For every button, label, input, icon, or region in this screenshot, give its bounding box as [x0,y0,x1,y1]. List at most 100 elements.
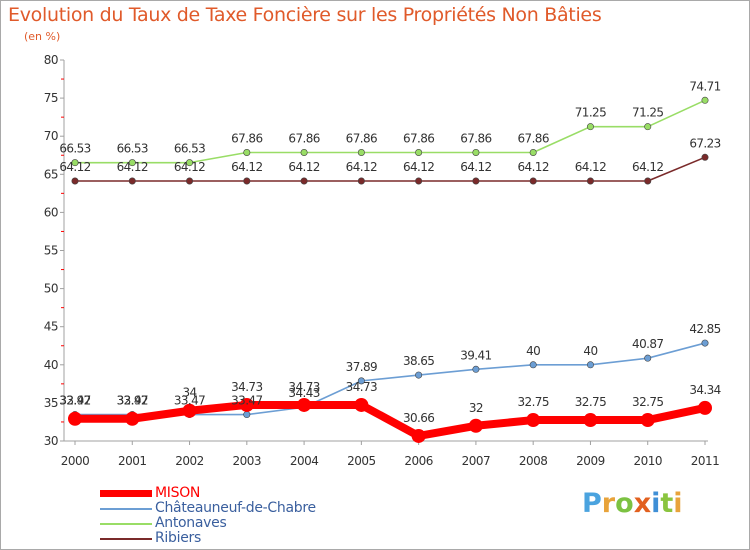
series-point-0 [68,411,82,426]
chart-title: Evolution du Taux de Taxe Foncière sur l… [8,4,602,26]
data-label: 39.41 [460,348,491,362]
data-label: 38.65 [403,354,434,368]
y-tick-label: 35 [44,396,58,410]
chart-subtitle: (en %) [24,30,61,43]
y-tick-label: 40 [44,358,58,372]
data-label: 67.86 [518,132,549,146]
legend-swatch [100,538,152,540]
data-label: 64.12 [460,160,491,174]
legend-label: Ribiers [155,530,201,546]
series-point-3 [357,177,365,185]
data-label: 64.12 [231,160,262,174]
series-point-0 [354,397,369,412]
series-point-1 [529,361,537,369]
series-point-2 [128,159,136,167]
data-label: 40.87 [632,337,663,351]
series-point-1 [415,371,423,379]
series-point-2 [644,123,652,131]
x-tick-label: 2010 [633,454,662,468]
legend-swatch [100,523,152,525]
data-label: 33.47 [59,394,90,408]
x-tick-label: 2003 [233,454,262,468]
y-tick-label: 75 [44,91,58,105]
data-label: 33.47 [231,394,262,408]
logo-letter: o [615,488,634,519]
series-line-0 [71,400,709,440]
series-point-2 [186,159,194,167]
data-label: 64.12 [288,160,319,174]
data-label: 67.86 [346,132,377,146]
data-label: 74.71 [689,79,720,93]
series-point-0 [468,418,483,433]
x-tick-label: 2006 [404,454,433,468]
logo-letter: t [660,488,674,519]
data-label: 34.73 [231,380,262,394]
y-tick-label: 30 [44,434,58,448]
logo-letter: i [673,488,683,519]
series-point-0 [583,413,598,428]
data-label: 64.12 [632,160,663,174]
series-point-2 [529,149,537,157]
series-point-1 [357,377,365,385]
series-point-3 [586,177,594,185]
series-point-0 [640,413,655,428]
series-point-3 [71,177,79,185]
series-point-1 [701,339,709,347]
y-tick-label: 80 [44,53,58,67]
data-label: 64.12 [59,160,90,174]
legend-label: Antonaves [155,515,227,531]
series-point-0 [182,403,197,418]
series-point-2 [71,159,79,167]
data-label: 32.75 [632,395,663,409]
series-point-0 [297,397,312,412]
logo-letter: P [582,488,602,519]
series-point-1 [644,354,652,362]
data-label: 71.25 [632,106,663,120]
data-label: 32.92 [117,394,148,408]
data-label: 32.92 [59,394,90,408]
data-label: 64.12 [346,160,377,174]
data-label: 37.89 [346,360,377,374]
data-label: 66.53 [174,142,205,156]
series-point-0 [411,428,426,443]
legend-swatch [100,490,152,497]
data-label: 67.86 [288,132,319,146]
series-point-2 [243,149,251,157]
series-point-3 [300,177,308,185]
legend-label: MISON [155,485,201,501]
y-tick-label: 55 [44,244,58,258]
data-label: 33.47 [174,394,205,408]
x-tick-label: 2008 [519,454,548,468]
logo-letter: i [651,488,661,519]
x-tick-label: 2009 [576,454,605,468]
data-label: 66.53 [117,142,148,156]
y-tick-label: 60 [44,205,58,219]
data-label: 33.47 [117,394,148,408]
series-line-2 [74,99,706,164]
series-point-3 [243,177,251,185]
series-point-1 [586,361,594,369]
x-tick-label: 2000 [61,454,90,468]
data-label: 71.25 [575,106,606,120]
data-label: 67.23 [689,136,720,150]
logo-letter: x [633,488,652,519]
series-point-1 [472,365,480,373]
x-tick-label: 2011 [691,454,720,468]
series-point-0 [239,397,254,412]
series-point-3 [644,177,652,185]
y-tick-label: 70 [44,129,58,143]
series-point-3 [128,177,136,185]
series-point-2 [357,149,365,157]
data-label: 32.75 [575,395,606,409]
y-tick-label: 50 [44,282,58,296]
data-label: 34 [183,386,197,400]
data-label: 64.12 [518,160,549,174]
series-point-0 [698,400,712,415]
y-tick-label: 65 [44,167,58,181]
legend-label: Châteauneuf-de-Chabre [155,500,316,516]
series-point-2 [415,149,423,157]
data-label: 40 [583,344,597,358]
y-tick-label: 45 [44,320,58,334]
